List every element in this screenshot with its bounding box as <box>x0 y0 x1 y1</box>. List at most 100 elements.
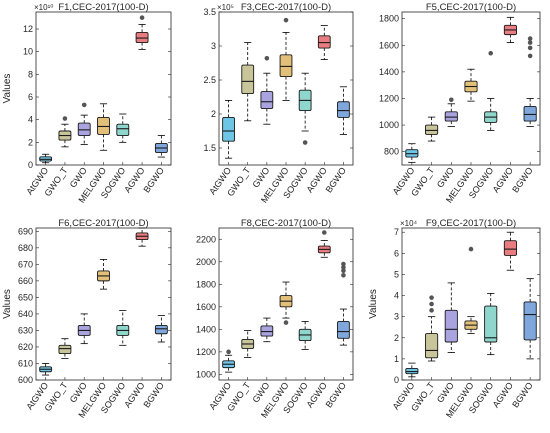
box-GWO <box>444 97 458 127</box>
y-tick-label: 3 <box>394 312 399 322</box>
box-AtGWO <box>405 143 419 163</box>
outlier-point <box>341 265 346 270</box>
outlier-point <box>341 261 346 267</box>
y-tick-label: 3 <box>211 41 216 51</box>
x-tick-label: BGWO <box>510 380 535 409</box>
y-tick-label: 620 <box>18 342 33 352</box>
box-SOGWO <box>116 310 130 346</box>
y-tick-label: 2 <box>28 137 33 147</box>
outlier-point <box>226 349 231 355</box>
box-body <box>260 91 274 110</box>
y-tick-label: 6 <box>394 248 399 258</box>
box-body <box>116 123 130 136</box>
y-tick-label: 1400 <box>379 67 399 77</box>
outlier-point <box>341 268 346 274</box>
y-tick-label: 630 <box>18 325 33 335</box>
box-body <box>444 111 458 122</box>
box-body <box>135 31 149 44</box>
box-BGWO <box>523 36 537 127</box>
chart-panel-5: 1000 1200 1400 1600 1800 2000 2200 F8,CEC-2017(… <box>196 218 354 420</box>
y-tick-label: 1400 <box>196 324 216 334</box>
box-SOGWO <box>116 113 130 143</box>
y-tick-label: 2200 <box>196 234 216 244</box>
y-tick-label: 1200 <box>196 347 216 357</box>
outlier-point <box>527 45 533 51</box>
y-axis-label: Values <box>368 289 379 319</box>
box-SOGWO <box>298 321 312 351</box>
y-tick-label: 0 <box>394 375 399 385</box>
x-tick-label: BGWO <box>510 165 535 194</box>
chart-title: F3,CEC-2017(100-D) <box>241 2 331 13</box>
y-tick-label: 2000 <box>196 257 216 267</box>
box-body <box>503 240 517 256</box>
box-BGWO <box>154 135 168 158</box>
box-GWO_T <box>425 116 439 142</box>
box-AGWO <box>503 231 517 271</box>
box-BGWO <box>154 315 168 343</box>
y-tick-label: 690 <box>18 226 33 236</box>
outlier-point <box>429 295 434 300</box>
y-tick-label: 1800 <box>379 14 399 24</box>
y-tick-label: 8 <box>28 69 33 79</box>
chart-panel-4: 600 610 620 630 640 650 660 670 680 690 F6,CEC-201… <box>2 218 172 420</box>
y-tick-label: 640 <box>18 309 33 319</box>
box-AtGWO <box>39 153 53 164</box>
box-SOGWO <box>484 50 498 131</box>
y-tick-label: 3.5 <box>203 7 216 17</box>
box-body <box>317 35 331 49</box>
y-tick-label: 660 <box>18 276 33 286</box>
box-body <box>97 116 110 135</box>
box-body <box>425 124 439 135</box>
y-tick-label: 12 <box>23 24 33 34</box>
outlier-point <box>448 97 454 103</box>
chart-panel-2: 1.522.533.5 ×10⁵ F3,CEC-2017(100-D)AtGWOGW… <box>203 2 354 205</box>
y-axis-label: Values <box>2 74 13 104</box>
y-tick-label: 2 <box>394 333 399 343</box>
x-tick-label: BGWO <box>324 380 349 409</box>
chart-title: F1,CEC-2017(100-D) <box>58 2 148 13</box>
box-BGWO <box>523 278 537 360</box>
box-AGWO <box>135 227 149 247</box>
box-GWO <box>444 282 458 353</box>
y-tick-label: 1800 <box>196 279 216 289</box>
y-tick-label: 4 <box>28 115 33 125</box>
chart-panel-3: 800 1000 1200 1400 1600 1800 F5,CEC-2017(100-D… <box>379 2 541 205</box>
y-tick-label: 4 <box>394 291 399 301</box>
box-body <box>222 116 235 142</box>
outlier-point <box>527 36 533 41</box>
outlier-point <box>429 308 434 313</box>
y-tick-label: 10 <box>23 47 33 57</box>
y-tick-label: 650 <box>18 292 33 302</box>
plot-frame <box>35 227 172 381</box>
box-body <box>77 122 91 136</box>
box-BGWO <box>337 86 350 135</box>
y-exponent-label: ×10¹⁰ <box>34 3 53 12</box>
outlier-point <box>527 53 533 59</box>
outlier-point <box>302 140 308 145</box>
chart-title: F6,CEC-2017(100-D) <box>58 218 148 229</box>
y-tick-label: 1000 <box>196 369 216 379</box>
outlier-point <box>468 246 474 252</box>
outlier-point <box>527 40 533 45</box>
outlier-point <box>264 55 270 61</box>
box-GWO <box>260 55 274 125</box>
box-BGWO <box>337 261 350 346</box>
box-GWO_T <box>58 338 72 359</box>
y-tick-label: 1 <box>394 354 399 364</box>
box-AtGWO <box>222 349 235 373</box>
y-exponent-label: ×10⁴ <box>400 219 418 228</box>
box-AGWO <box>317 230 331 258</box>
box-AtGWO <box>405 362 419 378</box>
box-GWO <box>260 317 274 343</box>
x-tick-label: BGWO <box>141 380 166 409</box>
box-body <box>241 64 255 95</box>
box-AtGWO <box>39 363 53 376</box>
y-tick-label: 1600 <box>196 302 216 312</box>
box-AGWO <box>503 16 517 43</box>
y-exponent-label: ×10⁵ <box>217 3 234 12</box>
outlier-point <box>321 230 327 235</box>
outlier-point <box>139 15 145 20</box>
y-tick-label: 6 <box>28 92 33 102</box>
